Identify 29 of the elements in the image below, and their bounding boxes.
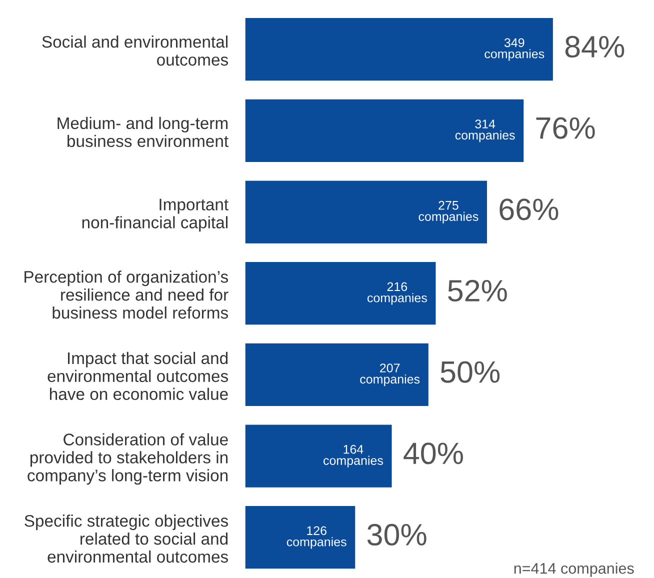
bar (245, 18, 553, 81)
y-tick-label: Impact that social and environmental outcomes have on economic value (48, 352, 228, 400)
y-tick-label: Medium- and long-term business environment (58, 116, 228, 148)
bar (245, 424, 392, 488)
annotation: 275 companies (418, 200, 478, 224)
data-label: 84% (565, 36, 624, 58)
bar (245, 99, 524, 162)
y-tick-label: Consideration of value provided to stakeholders in company’s long-term vision (28, 433, 228, 485)
annotation: 314 companies (455, 120, 515, 142)
data-label: 50% (440, 361, 500, 383)
bar (245, 343, 428, 406)
data-label: 52% (448, 280, 507, 302)
y-tick-label: Social and environmental outcomes (42, 36, 228, 66)
y-tick-label: Specific strategic objectives related to social and environmental outcomes (24, 514, 228, 563)
annotation: n=414 companies (514, 562, 634, 577)
data-label: 66% (500, 198, 558, 220)
annotation: 216 companies (367, 282, 427, 305)
annotation: 207 companies (360, 364, 420, 386)
y-tick-label: Important non-financial capital (82, 198, 228, 232)
data-label: 40% (404, 442, 463, 464)
annotation: 349 companies (484, 38, 544, 61)
annotation: 126 companies (286, 526, 346, 549)
bar (245, 262, 436, 325)
bar (245, 506, 356, 569)
annotation: 164 companies (324, 444, 383, 468)
y-tick-label: Perception of organization’s resilience and need for business model reforms (24, 270, 228, 319)
data-label: 76% (536, 117, 595, 139)
bar (245, 180, 488, 244)
data-label: 30% (367, 524, 426, 546)
